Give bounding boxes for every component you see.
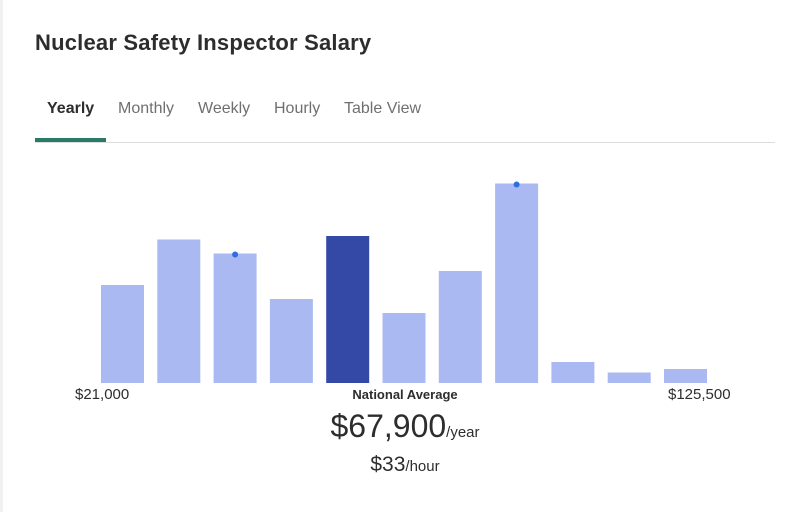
yearly-average: $67,900/year: [255, 408, 555, 445]
bar-marker-dot: [513, 181, 520, 188]
histogram-bar[interactable]: [495, 183, 539, 384]
histogram-bar[interactable]: [269, 299, 313, 383]
yearly-unit: /year: [446, 424, 480, 441]
tab-table-view[interactable]: Table View: [344, 100, 422, 117]
x-axis-min-label: $21,000: [75, 386, 130, 403]
hourly-value: $33: [370, 453, 406, 476]
national-average-label: National Average: [352, 387, 458, 402]
histogram-bar[interactable]: [664, 369, 707, 383]
tab-hourly[interactable]: Hourly: [274, 100, 321, 117]
salary-histogram: [101, 181, 707, 384]
period-tabs: Yearly Monthly Weekly Hourly Table View: [35, 92, 775, 143]
hourly-average: $33/hour: [255, 453, 555, 477]
hourly-unit: /hour: [405, 458, 440, 475]
histogram-bar[interactable]: [157, 239, 201, 384]
histogram-bar[interactable]: [101, 285, 144, 383]
yearly-value: $67,900: [330, 408, 447, 444]
histogram-bar[interactable]: [607, 372, 651, 384]
active-tab-indicator: [35, 138, 106, 142]
left-divider: [0, 0, 3, 512]
tab-yearly[interactable]: Yearly: [47, 100, 95, 117]
histogram-bar[interactable]: [551, 362, 595, 383]
bar-marker-dot: [232, 251, 239, 258]
histogram-bar-national-average[interactable]: [326, 236, 370, 383]
histogram-bar[interactable]: [213, 253, 257, 384]
tab-monthly[interactable]: Monthly: [118, 100, 175, 117]
tab-weekly[interactable]: Weekly: [198, 100, 251, 117]
page-title: Nuclear Safety Inspector Salary: [35, 30, 372, 55]
histogram-bar[interactable]: [382, 313, 426, 383]
histogram-bar[interactable]: [438, 271, 482, 383]
x-axis-max-label: $125,500: [668, 386, 731, 403]
